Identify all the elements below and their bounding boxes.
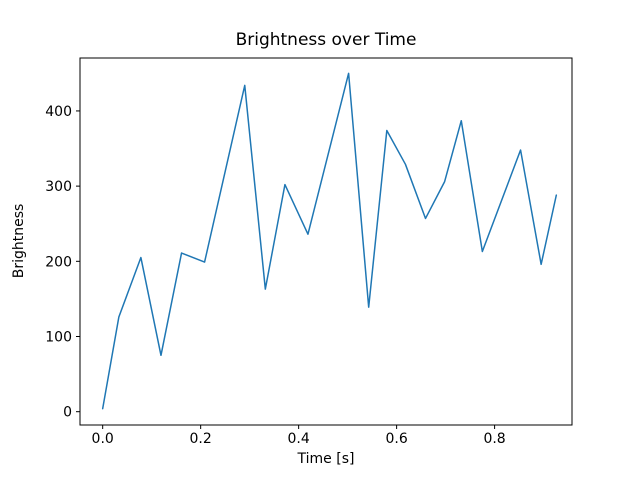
axes-spines: [79, 57, 573, 426]
x-tick-label: 0.4: [288, 431, 310, 447]
x-tick-label: 0.0: [92, 431, 114, 447]
x-axis-label: Time [s]: [297, 451, 355, 467]
y-tick-label: 100: [45, 330, 72, 346]
y-axis-label: Brightness: [11, 203, 27, 279]
x-tick-label: 0.2: [190, 431, 212, 447]
y-tick-label: 0: [63, 405, 72, 421]
x-tick-label: 0.8: [483, 431, 505, 447]
chart-title: Brightness over Time: [235, 30, 417, 50]
y-tick-label: 200: [45, 254, 72, 270]
x-tick-label: 0.6: [385, 431, 407, 447]
brightness-line: [101, 72, 558, 410]
y-tick-label: 400: [45, 104, 72, 120]
y-tick-label: 300: [45, 179, 72, 195]
